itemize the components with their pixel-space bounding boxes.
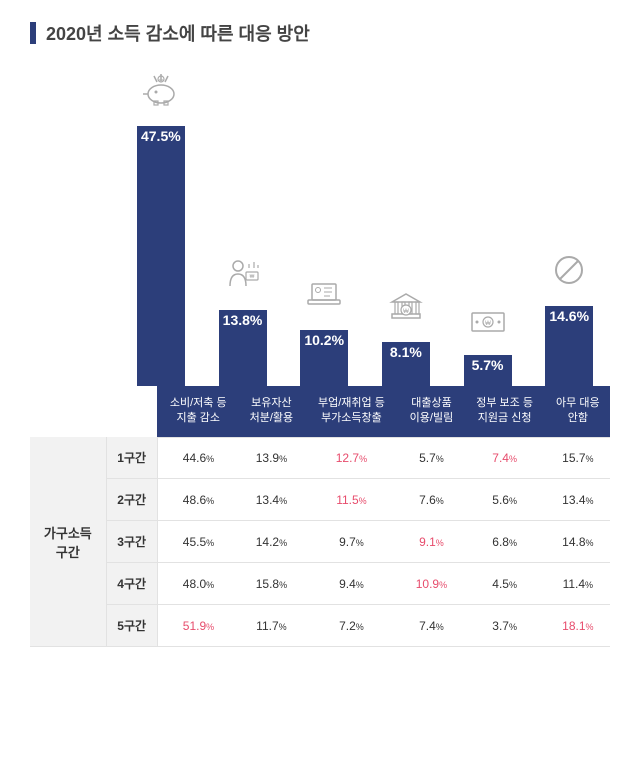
- row-label: 4구간: [106, 563, 157, 605]
- data-table: 소비/저축 등지출 감소보유자산처분/활용부업/재취업 등부가소득창출대출상품이…: [30, 386, 610, 647]
- data-cell: 3.7%: [464, 605, 546, 647]
- column-header: 소비/저축 등지출 감소: [157, 386, 239, 437]
- data-cell: 15.7%: [546, 437, 610, 479]
- data-cell: 5.7%: [399, 437, 463, 479]
- data-cell: 45.5%: [157, 521, 239, 563]
- data-cell: 11.7%: [239, 605, 303, 647]
- title-section: 2020년 소득 감소에 따른 대응 방안: [30, 20, 610, 46]
- data-cell: 7.6%: [399, 479, 463, 521]
- bar-rect: [137, 126, 185, 386]
- data-cell: 51.9%: [157, 605, 239, 647]
- bar-0: ₩47.5%: [120, 66, 202, 386]
- bar-icon-person: ₩: [224, 250, 262, 290]
- row-label: 3구간: [106, 521, 157, 563]
- column-header: 부업/재취업 등부가소득창출: [304, 386, 400, 437]
- data-cell: 48.6%: [157, 479, 239, 521]
- data-cell: 14.8%: [546, 521, 610, 563]
- data-cell: 11.5%: [304, 479, 400, 521]
- table-row: 가구소득구간1구간44.6%13.9%12.7%5.7%7.4%15.7%: [30, 437, 610, 479]
- data-table-wrap: 소비/저축 등지출 감소보유자산처분/활용부업/재취업 등부가소득창출대출상품이…: [30, 386, 610, 647]
- row-label: 5구간: [106, 605, 157, 647]
- row-label: 1구간: [106, 437, 157, 479]
- bar-5: 14.6%: [528, 246, 610, 386]
- bar-value-label: 13.8%: [223, 312, 263, 328]
- bar-icon-money: ₩: [468, 295, 508, 335]
- column-header: 정부 보조 등지원금 신청: [464, 386, 546, 437]
- data-cell: 9.1%: [399, 521, 463, 563]
- data-cell: 13.9%: [239, 437, 303, 479]
- page-title: 2020년 소득 감소에 따른 대응 방안: [46, 20, 310, 46]
- data-cell: 11.4%: [546, 563, 610, 605]
- data-cell: 10.9%: [399, 563, 463, 605]
- bar-icon-prohibit: [553, 246, 585, 286]
- svg-text:₩: ₩: [159, 78, 163, 83]
- bar-icon-bank: ₩: [388, 282, 424, 322]
- bar-value-label: 5.7%: [472, 357, 504, 373]
- svg-text:₩: ₩: [485, 321, 491, 327]
- table-row: 2구간48.6%13.4%11.5%7.6%5.6%13.4%: [30, 479, 610, 521]
- bar-value-label: 47.5%: [141, 128, 181, 144]
- data-cell: 7.2%: [304, 605, 400, 647]
- bar-1: ₩13.8%: [202, 250, 284, 386]
- data-cell: 7.4%: [464, 437, 546, 479]
- data-cell: 9.7%: [304, 521, 400, 563]
- data-cell: 5.6%: [464, 479, 546, 521]
- svg-text:₩: ₩: [249, 274, 254, 280]
- data-cell: 18.1%: [546, 605, 610, 647]
- data-cell: 4.5%: [464, 563, 546, 605]
- svg-text:₩: ₩: [403, 309, 409, 315]
- bar-value-label: 10.2%: [304, 332, 344, 348]
- row-group-label: 가구소득구간: [30, 437, 106, 647]
- table-row: 3구간45.5%14.2%9.7%9.1%6.8%14.8%: [30, 521, 610, 563]
- bar-value-label: 8.1%: [390, 344, 422, 360]
- data-cell: 13.4%: [239, 479, 303, 521]
- bar-value-label: 14.6%: [549, 308, 589, 324]
- data-cell: 13.4%: [546, 479, 610, 521]
- row-label: 2구간: [106, 479, 157, 521]
- column-header: 대출상품이용/빌림: [399, 386, 463, 437]
- data-cell: 7.4%: [399, 605, 463, 647]
- data-cell: 12.7%: [304, 437, 400, 479]
- data-cell: 15.8%: [239, 563, 303, 605]
- table-row: 4구간48.0%15.8%9.4%10.9%4.5%11.4%: [30, 563, 610, 605]
- bar-2: 10.2%: [283, 270, 365, 386]
- bar-3: ₩8.1%: [365, 282, 447, 386]
- data-cell: 44.6%: [157, 437, 239, 479]
- column-header: 보유자산처분/활용: [239, 386, 303, 437]
- data-cell: 14.2%: [239, 521, 303, 563]
- bar-chart: ₩47.5%₩13.8%10.2%₩8.1%₩5.7%14.6%: [30, 76, 610, 386]
- title-accent-bar: [30, 22, 36, 44]
- data-cell: 48.0%: [157, 563, 239, 605]
- data-cell: 9.4%: [304, 563, 400, 605]
- bar-icon-laptop: [304, 270, 344, 310]
- data-cell: 6.8%: [464, 521, 546, 563]
- bar-4: ₩5.7%: [447, 295, 529, 386]
- bar-icon-piggy: ₩: [140, 66, 182, 106]
- column-header: 아무 대응안함: [546, 386, 610, 437]
- table-row: 5구간51.9%11.7%7.2%7.4%3.7%18.1%: [30, 605, 610, 647]
